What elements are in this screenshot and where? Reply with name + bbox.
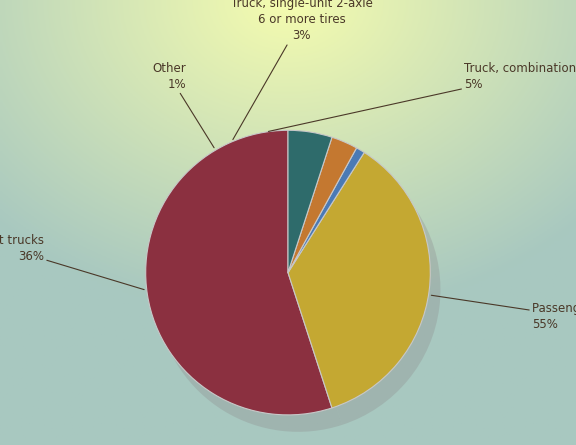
Wedge shape <box>288 148 364 273</box>
Text: Passenger car
55%: Passenger car 55% <box>431 295 576 331</box>
Wedge shape <box>288 137 357 273</box>
Text: Other
1%: Other 1% <box>153 61 214 148</box>
Wedge shape <box>298 147 342 290</box>
Text: Truck, combination
5%: Truck, combination 5% <box>268 61 576 131</box>
Wedge shape <box>288 153 430 408</box>
Wedge shape <box>146 130 332 415</box>
Text: Truck, single-unit 2-axle
6 or more tires
3%: Truck, single-unit 2-axle 6 or more tire… <box>230 0 373 140</box>
Wedge shape <box>288 130 332 273</box>
Wedge shape <box>156 147 342 432</box>
Wedge shape <box>298 170 441 425</box>
Text: Light trucks
36%: Light trucks 36% <box>0 235 144 290</box>
Wedge shape <box>298 154 367 290</box>
Wedge shape <box>298 165 374 290</box>
